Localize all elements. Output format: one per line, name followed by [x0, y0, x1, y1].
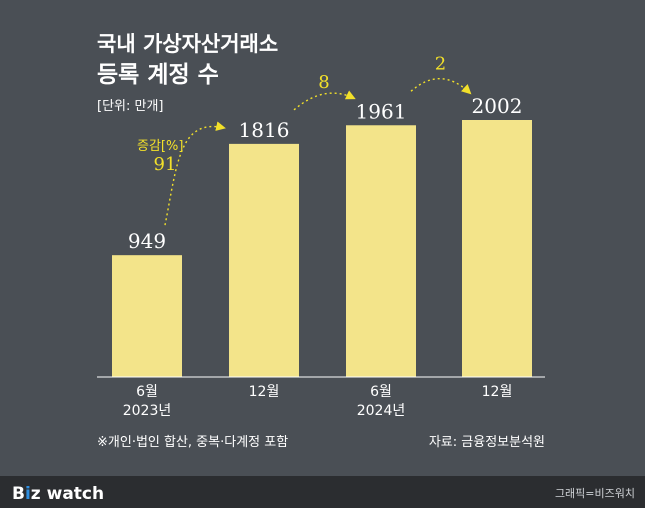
- change-arrows-group: [164, 78, 472, 226]
- change-labels-group: 91 8 2: [154, 53, 447, 175]
- change-label-0: 91: [154, 154, 177, 175]
- x-tick-label-1-0: 12월: [249, 384, 280, 400]
- bar-2: [346, 125, 416, 377]
- bars-group: [112, 120, 532, 377]
- value-label-1: 1816: [239, 118, 290, 142]
- brand-letter-b: B: [12, 484, 25, 504]
- change-label-1: 8: [318, 72, 329, 93]
- change-label-2: 2: [435, 53, 446, 74]
- graphic-credit: 그래픽=비즈워치: [555, 487, 635, 500]
- change-arrow-2: [410, 78, 472, 95]
- value-label-3: 2002: [472, 94, 523, 118]
- x-tick-label-2-1: 2024년: [357, 403, 406, 419]
- bar-1: [229, 143, 299, 377]
- value-label-2: 1961: [356, 99, 407, 123]
- note-right: 자료: 금융정보분석원: [429, 435, 545, 450]
- x-tick-label-0-0: 6월: [136, 384, 158, 400]
- change-arrow-1: [293, 90, 356, 111]
- brand-logo: Biz watch: [12, 484, 104, 504]
- x-tick-label-3-0: 12월: [482, 384, 513, 400]
- note-left: ※개인·법인 합산, 중복·다계정 포함: [97, 435, 288, 450]
- bar-0: [112, 255, 182, 377]
- x-tick-labels-group: 6월 2023년 12월 6월 2024년 12월: [123, 384, 513, 419]
- chart-title-line1: 국내 가상자산거래소: [97, 32, 278, 56]
- x-tick-label-0-1: 2023년: [123, 403, 172, 419]
- brand-letter-i: i: [25, 484, 31, 504]
- value-label-0: 949: [128, 229, 166, 253]
- value-labels-group: 949 1816 1961 2002: [128, 94, 523, 253]
- bar-3: [462, 120, 532, 377]
- brand-letter-z: z: [31, 484, 41, 504]
- brand-word: watch: [41, 484, 104, 504]
- chart-title-line2: 등록 계정 수: [97, 62, 219, 88]
- change-arrow-0: [164, 121, 226, 226]
- footer-bar: Biz watch 그래픽=비즈워치: [0, 476, 645, 508]
- x-tick-label-2-0: 6월: [370, 384, 392, 400]
- unit-label: [단위: 만개]: [97, 99, 164, 114]
- change-caption: 증감[%]: [137, 139, 183, 154]
